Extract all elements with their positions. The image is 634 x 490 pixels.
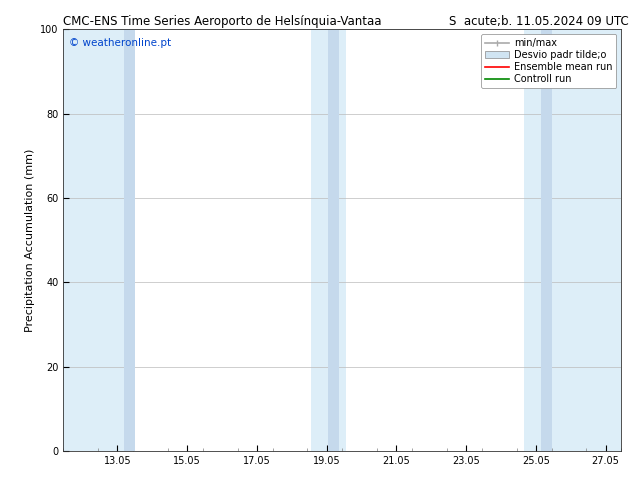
Legend: min/max, Desvio padr tilde;o, Ensemble mean run, Controll run: min/max, Desvio padr tilde;o, Ensemble m… xyxy=(481,34,616,88)
Bar xyxy=(124,29,135,451)
Y-axis label: Precipitation Accumulation (mm): Precipitation Accumulation (mm) xyxy=(25,148,35,332)
Bar xyxy=(541,29,552,451)
Text: © weatheronline.pt: © weatheronline.pt xyxy=(69,38,171,48)
Bar xyxy=(524,29,621,451)
Bar xyxy=(311,29,346,451)
Text: CMC-ENS Time Series Aeroporto de Helsínquia-Vantaa: CMC-ENS Time Series Aeroporto de Helsínq… xyxy=(63,15,381,28)
Text: S  acute;b. 11.05.2024 09 UTC: S acute;b. 11.05.2024 09 UTC xyxy=(449,15,629,28)
Bar xyxy=(328,29,339,451)
Bar xyxy=(63,29,126,451)
